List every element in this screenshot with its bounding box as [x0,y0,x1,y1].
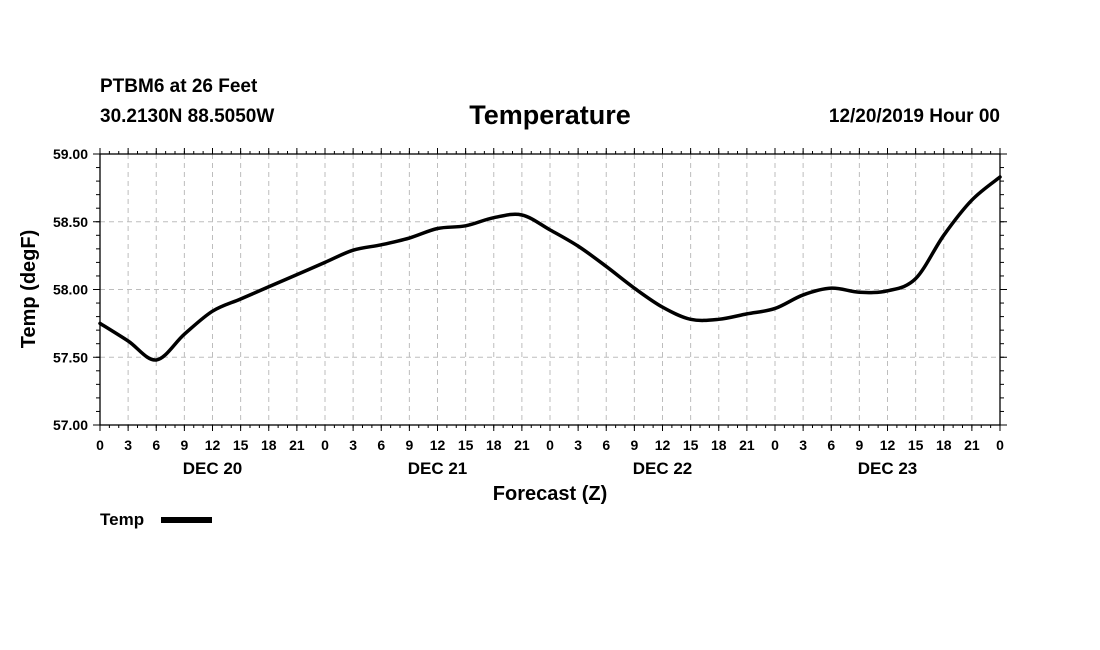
chart-title: Temperature [469,100,631,130]
day-label: DEC 23 [858,459,918,478]
x-tick-label: 6 [152,437,160,453]
day-labels: DEC 20 DEC 21 DEC 22 DEC 23 [183,459,918,478]
x-tick-label: 3 [799,437,807,453]
x-tick-label: 21 [739,437,755,453]
x-tick-label: 15 [458,437,474,453]
x-tick-label: 6 [602,437,610,453]
x-tick-label: 12 [880,437,896,453]
x-tick-label: 0 [96,437,104,453]
station-label: PTBM6 at 26 Feet [100,76,258,97]
x-tick-label: 15 [683,437,699,453]
x-tick-label: 3 [124,437,132,453]
x-tick-label: 9 [180,437,188,453]
x-tick-label: 12 [430,437,446,453]
x-tick-label: 0 [321,437,329,453]
legend: Temp [100,510,212,529]
plot-frame [99,153,1001,426]
forecast-run-time: 12/20/2019 Hour 00 [828,106,1000,127]
x-tick-label: 9 [855,437,863,453]
day-label: DEC 21 [408,459,468,478]
x-tick-label: 18 [261,437,277,453]
legend-label: Temp [100,510,144,529]
x-tick-label: 0 [771,437,779,453]
x-tick-label: 6 [827,437,835,453]
x-tick-label: 18 [936,437,952,453]
y-tick-label: 58.00 [53,282,88,298]
temp-series-line [98,175,1002,362]
x-tick-label: 3 [349,437,357,453]
x-axis-title: Forecast (Z) [493,483,607,505]
y-tick-label: 59.00 [53,146,88,162]
x-tick-label: 21 [964,437,980,453]
x-tick-label: 15 [233,437,249,453]
x-tick-label: 9 [630,437,638,453]
y-tick-label: 58.50 [53,214,88,230]
x-tick-label: 3 [574,437,582,453]
station-coordinates: 30.2130N 88.5050W [100,106,275,127]
x-tick-label: 21 [289,437,305,453]
grid-lines [100,154,1000,425]
x-tick-label: 0 [546,437,554,453]
x-tick-label: 0 [996,437,1004,453]
x-tick-label: 12 [655,437,671,453]
x-tick-label: 9 [405,437,413,453]
x-tick-label: 21 [514,437,530,453]
x-tick-label: 18 [486,437,502,453]
x-tick-label: 12 [205,437,221,453]
x-tick-labels: 0 3 6 9 12 15 18 21 0 3 6 9 12 15 18 21 0 3 6 9 12 15 18 21 0 3 6 9… [96,437,1004,453]
x-tick-label: 15 [908,437,924,453]
x-tick-label: 6 [377,437,385,453]
day-label: DEC 20 [183,459,243,478]
day-label: DEC 22 [633,459,693,478]
y-tick-labels: 57.00 57.50 58.00 58.50 59.00 [53,146,88,433]
y-tick-label: 57.50 [53,349,88,365]
y-tick-label: 57.00 [53,417,88,433]
y-axis-title: Temp (degF) [18,230,40,349]
series-layer [98,175,1002,362]
x-tick-label: 18 [711,437,727,453]
